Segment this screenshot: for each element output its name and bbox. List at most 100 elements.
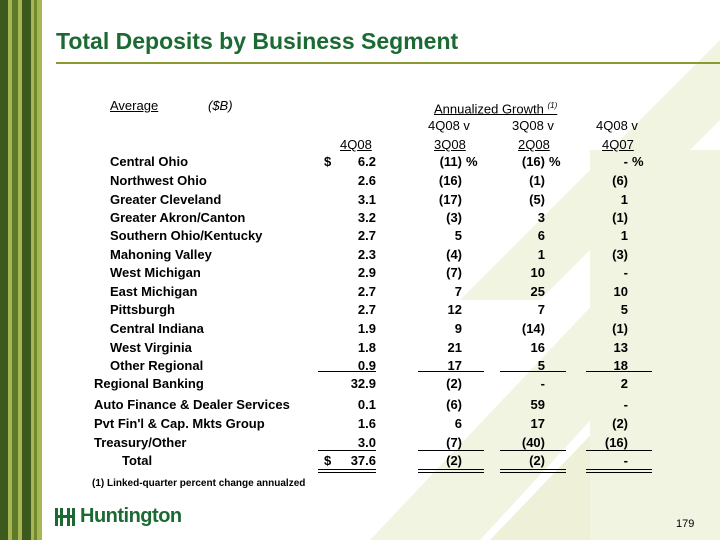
row-growth-3q08-v-2q08: 59: [530, 397, 545, 412]
row-value: 3.2: [357, 210, 376, 225]
footnote: (1) Linked-quarter percent change annual…: [92, 478, 306, 489]
row-label: West Michigan: [110, 265, 201, 280]
header-col-b-bot: 2Q08: [518, 137, 550, 152]
row-value: 1.9: [357, 321, 376, 336]
row-growth-pct: %: [549, 154, 561, 169]
row-label: East Michigan: [110, 284, 198, 299]
header-col-a-top: 4Q08 v: [428, 118, 470, 133]
row-growth-4q08-v-3q08: 21: [447, 340, 462, 355]
row-growth-4q08-v-4q07: -: [623, 265, 628, 280]
row-growth-3q08-v-2q08: (40): [521, 435, 545, 450]
row-growth-4q08-v-3q08: 12: [447, 302, 462, 317]
row-growth-3q08-v-2q08: 6: [537, 228, 545, 243]
row-growth-3q08-v-2q08: 3: [537, 210, 545, 225]
header-col-4q08: 4Q08: [340, 137, 372, 152]
row-growth-4q08-v-3q08: (17): [438, 192, 462, 207]
row-value: 0.1: [357, 397, 376, 412]
subtotal-rule-value: [318, 371, 376, 372]
header-growth-title: Annualized Growth (1): [434, 98, 557, 117]
row-value: 2.7: [357, 302, 376, 317]
page-title: Total Deposits by Business Segment: [56, 28, 459, 54]
row-value: 37.6: [350, 453, 376, 468]
huntington-logo-icon: [55, 507, 75, 526]
row-growth-4q08-v-3q08: (11): [439, 154, 462, 169]
row-growth-3q08-v-2q08: 5: [537, 358, 545, 373]
header-average: Average: [110, 98, 159, 113]
row-label: Central Ohio: [110, 154, 189, 169]
row-value: 2.3: [357, 247, 376, 262]
row-value: 3.0: [357, 435, 376, 450]
row-growth-3q08-v-2q08: 17: [530, 416, 545, 431]
row-label: Northwest Ohio: [110, 173, 207, 188]
header-units: ($B): [208, 98, 233, 113]
row-growth-3q08-v-2q08: -: [540, 376, 545, 391]
total-rule-g1: [418, 450, 484, 451]
row-label: Greater Cleveland: [110, 192, 222, 207]
row-growth-4q08-v-3q08: (2): [446, 376, 462, 391]
page-number: 179: [676, 518, 695, 530]
row-growth-3q08-v-2q08: 25: [530, 284, 545, 299]
row-growth-3q08-v-2q08: (16): [521, 154, 545, 169]
row-growth-4q08-v-4q07: -: [623, 397, 628, 412]
header-col-a-bot: 3Q08: [434, 137, 466, 152]
logo-text: Huntington: [80, 505, 182, 527]
row-growth-4q08-v-4q07: 13: [613, 340, 628, 355]
row-growth-3q08-v-2q08: 16: [530, 340, 545, 355]
row-value: 0.9: [357, 358, 376, 373]
growth-title-text: Annualized Growth: [434, 101, 544, 117]
row-growth-4q08-v-3q08: (7): [446, 435, 462, 450]
left-stripe-decoration: [0, 0, 42, 540]
total-rule-value: [318, 450, 376, 451]
row-growth-4q08-v-4q07: 18: [613, 358, 628, 373]
row-growth-3q08-v-2q08: (14): [521, 321, 545, 336]
row-growth-3q08-v-2q08: (5): [529, 192, 545, 207]
row-growth-4q08-v-4q07: (6): [612, 173, 628, 188]
row-growth-4q08-v-4q07: 5: [620, 302, 628, 317]
header-col-b-top: 3Q08 v: [512, 118, 554, 133]
row-growth-4q08-v-4q07: (3): [612, 247, 628, 262]
row-value: 2.9: [357, 265, 376, 280]
row-value: 2.7: [357, 228, 376, 243]
total-double-rule-g1b: [418, 472, 484, 473]
row-label: Southern Ohio/Kentucky: [110, 228, 263, 243]
row-growth-4q08-v-4q07: 1: [620, 228, 628, 243]
row-growth-4q08-v-3q08: (4): [446, 247, 462, 262]
row-growth-3q08-v-2q08: (1): [529, 173, 545, 188]
row-growth-pct: %: [632, 154, 644, 169]
row-growth-4q08-v-3q08: 9: [454, 321, 462, 336]
total-double-rule-g1a: [418, 469, 484, 470]
row-value: 1.6: [357, 416, 376, 431]
title-rule: [56, 62, 720, 64]
row-growth-4q08-v-3q08: 17: [447, 358, 462, 373]
row-growth-4q08-v-4q07: (2): [612, 416, 628, 431]
subtotal-rule-g2: [500, 371, 566, 372]
row-label: Pittsburgh: [110, 302, 175, 317]
row-growth-4q08-v-4q07: (16): [604, 435, 628, 450]
total-double-rule-g2a: [500, 469, 566, 470]
row-label: Other Regional: [110, 358, 204, 373]
row-growth-4q08-v-3q08: (6): [446, 397, 462, 412]
row-growth-4q08-v-3q08: (16): [438, 173, 462, 188]
total-rule-g3: [586, 450, 652, 451]
row-growth-4q08-v-4q07: 10: [613, 284, 628, 299]
total-double-rule-a: [318, 469, 376, 470]
row-growth-4q08-v-4q07: (1): [612, 210, 628, 225]
row-label: Treasury/Other: [94, 435, 187, 450]
row-value: 32.9: [350, 376, 376, 391]
row-label: Central Indiana: [110, 321, 204, 336]
row-dollar-sign: $: [324, 453, 332, 468]
subtotal-rule-g1: [418, 371, 484, 372]
row-growth-4q08-v-4q07: (1): [612, 321, 628, 336]
row-dollar-sign: $: [324, 154, 332, 169]
row-growth-4q08-v-4q07: 2: [620, 376, 628, 391]
total-double-rule-g3b: [586, 472, 652, 473]
company-logo: Huntington: [54, 505, 182, 528]
total-rule-g2: [500, 450, 566, 451]
row-growth-4q08-v-3q08: (7): [446, 265, 462, 280]
row-value: 6.2: [357, 154, 376, 169]
row-growth-4q08-v-3q08: 7: [454, 284, 462, 299]
total-double-rule-g2b: [500, 472, 566, 473]
row-value: 3.1: [357, 192, 376, 207]
row-value: 2.6: [357, 173, 376, 188]
